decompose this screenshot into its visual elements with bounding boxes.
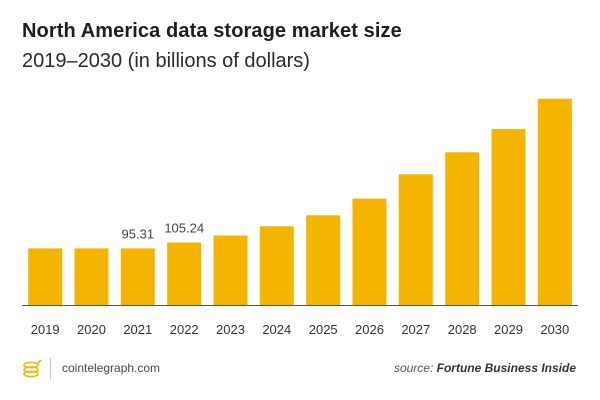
x-tick-label-2023: 2023 xyxy=(216,322,245,337)
data-label-2021: 95.31 xyxy=(122,226,155,241)
coin-stack-icon xyxy=(23,359,42,378)
bar-2026 xyxy=(352,198,387,305)
footer-source: source: Fortune Business Inside xyxy=(394,361,576,375)
x-tick-label-2028: 2028 xyxy=(448,322,477,337)
x-tick-label-2021: 2021 xyxy=(123,322,152,337)
x-tick-label-2022: 2022 xyxy=(170,322,199,337)
source-prefix: source: xyxy=(393,361,434,375)
bar-2020 xyxy=(74,248,109,305)
bar-2023 xyxy=(213,235,248,305)
footer-divider xyxy=(50,358,51,380)
bar-2019 xyxy=(28,248,63,305)
bar-2024 xyxy=(259,226,294,305)
x-tick-label-2030: 2030 xyxy=(540,322,569,337)
x-tick-label-2025: 2025 xyxy=(309,322,338,337)
source-name: Fortune Business Inside xyxy=(436,361,576,375)
x-tick-label-2026: 2026 xyxy=(355,322,384,337)
bar-2030 xyxy=(537,98,572,305)
footer-site-link[interactable]: cointelegraph.com xyxy=(62,361,161,375)
bar-2025 xyxy=(306,215,341,305)
bar-2029 xyxy=(491,129,526,305)
x-tick-label-2029: 2029 xyxy=(494,322,523,337)
chart-title: North America data storage market size xyxy=(22,20,402,42)
bar-2027 xyxy=(398,174,433,305)
x-tick-label-2024: 2024 xyxy=(262,322,291,337)
chart-subtitle: 2019–2030 (in billions of dollars) xyxy=(22,50,310,72)
bar-2021 xyxy=(120,248,155,305)
x-tick-label-2020: 2020 xyxy=(77,322,106,337)
bar-2022 xyxy=(167,242,202,305)
x-tick-label-2027: 2027 xyxy=(401,322,430,337)
data-label-2022: 105.24 xyxy=(164,221,204,236)
x-tick-label-2019: 2019 xyxy=(31,322,60,337)
bar-2028 xyxy=(445,152,480,305)
